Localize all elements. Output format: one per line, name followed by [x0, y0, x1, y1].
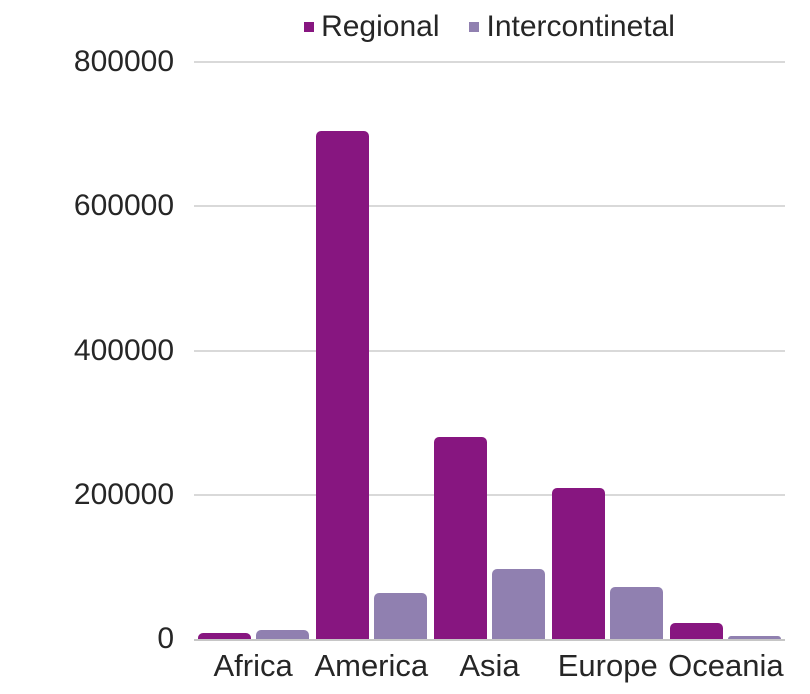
- gridline-600000: [194, 205, 785, 208]
- bar-intercontinetal-europe: [610, 587, 664, 639]
- bar-intercontinetal-asia: [492, 569, 545, 639]
- bar-group-europe: Europe: [549, 62, 667, 683]
- bar-group-america: America: [312, 62, 430, 683]
- x-tick-label-africa: Africa: [213, 648, 293, 683]
- bar-group-asia: Asia: [430, 62, 548, 683]
- legend-label: Intercontinetal: [486, 10, 675, 43]
- bar-regional-asia: [434, 437, 487, 639]
- bar-regional-america: [315, 130, 369, 639]
- gridline-200000: [194, 493, 785, 496]
- y-tick-label: 600000: [73, 189, 174, 223]
- y-axis: 0 200000 400000 600000 800000: [0, 0, 174, 694]
- x-tick-label-asia: Asia: [459, 648, 520, 683]
- plot-area: Africa America Asia Europe Oceania: [194, 61, 785, 683]
- bar-intercontinetal-africa: [255, 629, 309, 639]
- x-tick-label-oceania: Oceania: [668, 648, 784, 683]
- gridline-400000: [194, 349, 785, 352]
- bar-regional-oceania: [670, 623, 724, 639]
- legend-marker-regional: [304, 22, 315, 32]
- legend-item-intercontinetal: Intercontinetal: [469, 8, 675, 46]
- y-tick-label: 400000: [73, 333, 174, 367]
- bar-group-africa: Africa: [194, 62, 312, 683]
- bar-group-oceania: Oceania: [667, 62, 785, 683]
- bar-intercontinetal-oceania: [728, 636, 782, 639]
- legend-item-regional: Regional: [304, 8, 439, 46]
- legend-label: Regional: [321, 10, 440, 43]
- bar-groups: Africa America Asia Europe Oceania: [194, 62, 785, 683]
- legend-marker-intercontinetal: [469, 22, 480, 32]
- y-tick-label: 800000: [73, 45, 174, 78]
- bar-intercontinetal-america: [373, 592, 427, 639]
- x-tick-label-america: America: [314, 648, 429, 683]
- x-tick-label-europe: Europe: [557, 648, 658, 683]
- chart-legend: Regional Intercontinetal: [194, 8, 785, 46]
- y-tick-label: 0: [157, 622, 174, 655]
- gridline-800000: [194, 61, 785, 63]
- bar-regional-europe: [552, 487, 606, 639]
- bar-regional-africa: [197, 632, 251, 639]
- y-tick-label: 200000: [73, 477, 174, 511]
